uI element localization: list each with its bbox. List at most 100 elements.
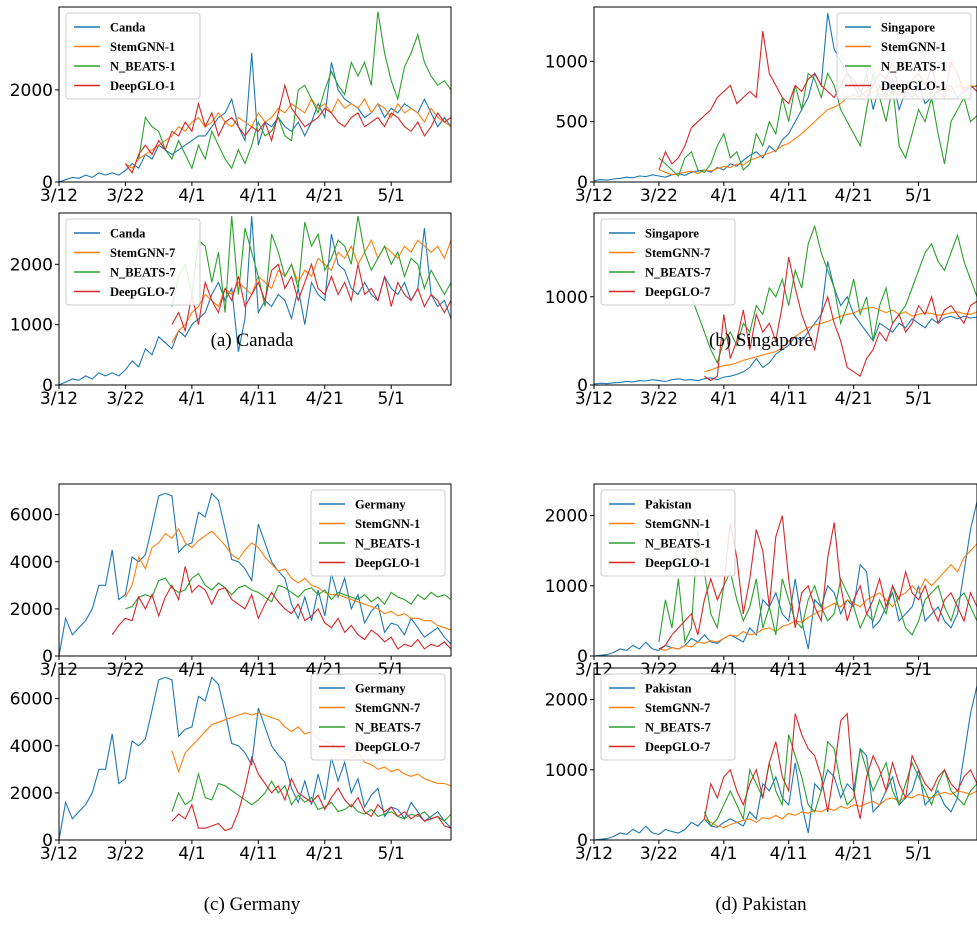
y-tick-label: 6000 bbox=[10, 690, 53, 710]
x-tick-label: 3/12 bbox=[575, 186, 613, 206]
legend-label: N_BEATS-7 bbox=[645, 721, 711, 735]
y-tick-label: 4000 bbox=[10, 553, 53, 573]
legend-label: StemGNN-7 bbox=[355, 701, 420, 715]
x-tick-label: 3/22 bbox=[106, 186, 144, 206]
x-tick-label: 4/21 bbox=[306, 844, 344, 864]
y-tick-label: 1000 bbox=[545, 761, 588, 781]
y-tick-label: 0 bbox=[577, 376, 588, 396]
x-tick-label: 5/1 bbox=[905, 389, 932, 409]
legend-label: StemGNN-1 bbox=[355, 517, 420, 531]
chart-panel-3: 3/12 3/22 4/1 4/11 4/21 5/1 0 1000 Singapore Stem… bbox=[545, 212, 977, 409]
y-tick-label: 1000 bbox=[545, 577, 588, 597]
y-tick-label: 2000 bbox=[10, 600, 53, 620]
legend-label: N_BEATS-7 bbox=[355, 721, 421, 735]
x-tick-label: 5/1 bbox=[905, 660, 932, 680]
legend-box bbox=[65, 12, 201, 100]
legend-label: DeepGLO-1 bbox=[110, 79, 175, 93]
series-line-deepglo-1 bbox=[658, 515, 977, 650]
x-tick-label: 4/21 bbox=[306, 389, 344, 409]
legend-label: StemGNN-7 bbox=[645, 246, 710, 260]
y-tick-label: 4000 bbox=[10, 737, 53, 757]
y-tick-label: 500 bbox=[556, 113, 588, 133]
y-tick-label: 1000 bbox=[10, 316, 53, 336]
legend-box bbox=[600, 673, 736, 761]
series-line-germany bbox=[59, 492, 451, 656]
series-line-deepglo-1 bbox=[111, 566, 451, 650]
legend-box bbox=[600, 489, 736, 577]
y-tick-label: 0 bbox=[42, 831, 53, 851]
x-tick-label: 4/1 bbox=[710, 186, 737, 206]
legend-label: Singapore bbox=[645, 227, 699, 241]
series-line-canda bbox=[59, 53, 451, 182]
x-tick-label: 4/11 bbox=[770, 660, 808, 680]
chart-panel-2: 3/12 3/22 4/1 4/11 4/21 5/1 0 1000 2000 Canda Stem… bbox=[10, 212, 452, 409]
x-tick-label: 5/1 bbox=[378, 844, 405, 864]
x-tick-label: 4/11 bbox=[239, 844, 277, 864]
x-tick-label: 4/11 bbox=[770, 186, 808, 206]
legend-label: DeepGLO-7 bbox=[645, 740, 710, 754]
legend-box bbox=[310, 489, 446, 577]
y-tick-label: 2000 bbox=[10, 81, 53, 101]
legend-label: N_BEATS-1 bbox=[355, 537, 421, 551]
legend: Singapore StemGNN-7 N_BEATS-7 DeepGLO-7 bbox=[600, 218, 736, 306]
legend-label: StemGNN-7 bbox=[110, 246, 175, 260]
chart-panel-7: 3/12 3/22 4/1 4/11 4/21 5/1 0 1000 2000 Pakistan S… bbox=[545, 667, 977, 864]
series-line-stemgnn-7 bbox=[171, 238, 451, 344]
x-tick-label: 4/11 bbox=[239, 186, 277, 206]
legend-box bbox=[836, 12, 972, 100]
legend: Canda StemGNN-7 N_BEATS-7 DeepGLO-7 bbox=[65, 218, 201, 306]
x-tick-label: 4/1 bbox=[178, 844, 205, 864]
legend: Canda StemGNN-1 N_BEATS-1 DeepGLO-1 bbox=[65, 12, 201, 100]
x-tick-label: 4/21 bbox=[835, 844, 873, 864]
chart-panel-0: 3/12 3/22 4/1 4/11 4/21 5/1 0 2000 Canda StemGNN-… bbox=[10, 6, 452, 206]
series-line-deepglo-1 bbox=[124, 83, 451, 174]
series-line-stemgnn-1 bbox=[658, 543, 977, 651]
legend-label: N_BEATS-7 bbox=[645, 266, 711, 280]
axes-frame bbox=[58, 212, 452, 386]
chart-panel-6: 3/12 3/22 4/1 4/11 4/21 5/1 0 2000 4000 6000 Germa… bbox=[10, 667, 452, 864]
axes-frame bbox=[593, 667, 977, 841]
legend-label: DeepGLO-7 bbox=[110, 285, 175, 299]
x-tick-label: 4/21 bbox=[835, 389, 873, 409]
x-tick-label: 3/12 bbox=[40, 186, 78, 206]
y-tick-label: 0 bbox=[42, 647, 53, 667]
series-line-n-beats-7 bbox=[690, 224, 977, 365]
legend-label: StemGNN-1 bbox=[110, 40, 175, 54]
x-tick-label: 3/12 bbox=[40, 844, 78, 864]
chart-panel-5: 3/12 3/22 4/1 4/11 4/21 5/1010002000PakistanS… bbox=[545, 483, 977, 680]
y-tick-label: 0 bbox=[577, 647, 588, 667]
legend: Singapore StemGNN-1 N_BEATS-1 DeepGLO-1 bbox=[836, 12, 972, 100]
y-tick-label: 0 bbox=[577, 173, 588, 193]
series-line-stemgnn-1 bbox=[124, 527, 451, 631]
legend: Pakistan StemGNN-7 N_BEATS-7 DeepGLO-7 bbox=[600, 673, 736, 761]
legend-label: DeepGLO-1 bbox=[645, 556, 710, 570]
legend-label: StemGNN-1 bbox=[645, 517, 710, 531]
chart-panel-1: 3/12 3/22 4/1 4/11 4/21 5/105001000SingaporeS… bbox=[545, 6, 977, 206]
series-line-n-beats-1 bbox=[658, 529, 977, 645]
x-tick-label: 3/12 bbox=[575, 389, 613, 409]
series-line-n-beats-7 bbox=[171, 771, 451, 822]
legend-label: N_BEATS-1 bbox=[881, 60, 947, 74]
series-line-stemgnn-7 bbox=[704, 790, 977, 828]
x-tick-label: 4/21 bbox=[306, 186, 344, 206]
legend-box bbox=[600, 218, 736, 306]
series-line-deepglo-7 bbox=[703, 712, 977, 820]
legend-label: N_BEATS-1 bbox=[110, 60, 176, 74]
series-line-n-beats-7 bbox=[171, 215, 451, 313]
y-tick-label: 2000 bbox=[10, 255, 53, 275]
caption-singapore: (b) Singapore bbox=[709, 330, 813, 351]
legend-label: StemGNN-7 bbox=[645, 701, 710, 715]
legend-label: N_BEATS-1 bbox=[645, 537, 711, 551]
x-tick-label: 4/1 bbox=[178, 186, 205, 206]
x-tick-label: 4/1 bbox=[710, 389, 737, 409]
legend-label: Singapore bbox=[881, 21, 935, 35]
legend-label: DeepGLO-1 bbox=[355, 556, 420, 570]
chart-panel-4: 3/12 3/22 4/1 4/11 4/21 5/10200040006000Germa… bbox=[10, 483, 452, 680]
x-tick-label: 3/22 bbox=[106, 660, 144, 680]
x-tick-label: 3/22 bbox=[106, 844, 144, 864]
x-tick-label: 5/1 bbox=[378, 186, 405, 206]
series-line-stemgnn-7 bbox=[704, 306, 977, 373]
legend-label: DeepGLO-7 bbox=[355, 740, 420, 754]
axes-frame bbox=[58, 483, 452, 657]
